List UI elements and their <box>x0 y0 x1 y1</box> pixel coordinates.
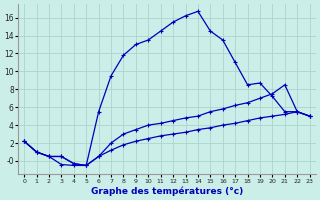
X-axis label: Graphe des températures (°c): Graphe des températures (°c) <box>91 186 243 196</box>
